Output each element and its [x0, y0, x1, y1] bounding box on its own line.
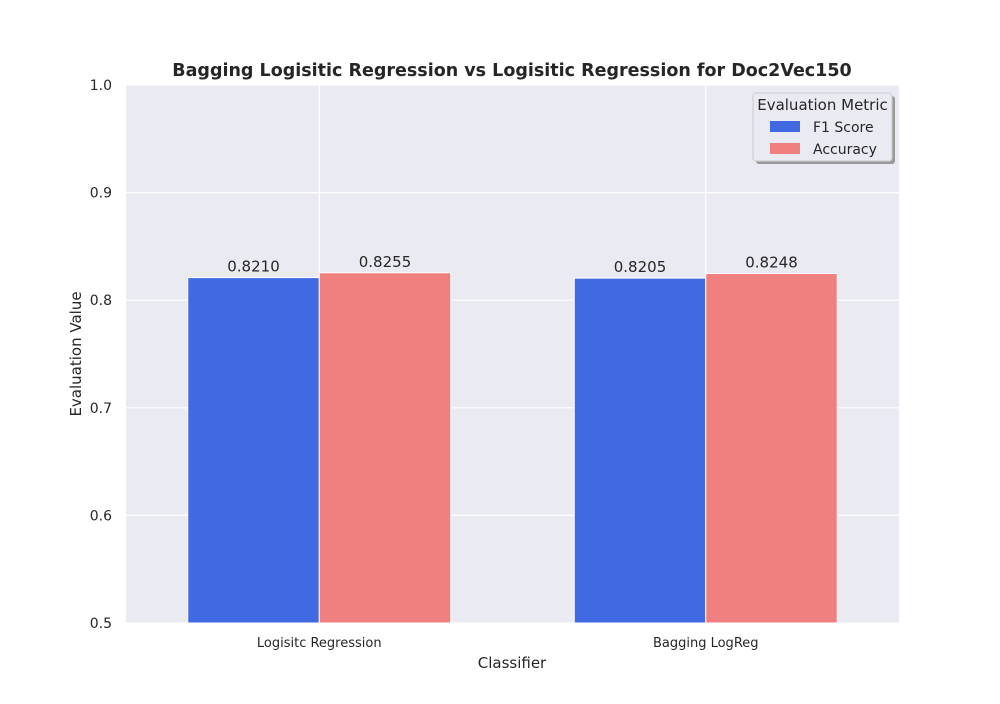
bar: [705, 273, 838, 624]
y-tick-label: 0.5: [90, 616, 112, 632]
y-tick-label: 0.6: [90, 508, 112, 524]
data-label: 0.8210: [227, 258, 280, 276]
y-axis-label: Evaluation Value: [67, 291, 85, 416]
legend-swatch: [770, 143, 800, 154]
x-tick-label: Bagging LogReg: [653, 636, 759, 651]
legend-swatch: [770, 121, 800, 132]
y-tick-label: 0.9: [90, 186, 112, 202]
y-tick-label: 0.8: [90, 293, 112, 309]
y-tick-label: 1.0: [90, 78, 112, 94]
legend-title: Evaluation Metric: [757, 96, 888, 114]
x-tick-label: Logisitc Regression: [257, 636, 382, 651]
bar: [573, 277, 707, 624]
legend: Evaluation Metric F1 Score Accuracy: [752, 92, 895, 164]
data-label: 0.8248: [745, 254, 798, 272]
y-tick-label: 0.7: [90, 401, 112, 417]
data-label: 0.8205: [614, 258, 667, 276]
legend-label: Accuracy: [813, 142, 877, 158]
data-label: 0.8255: [359, 253, 412, 271]
legend-label: F1 Score: [813, 120, 874, 136]
chart-title: Bagging Logisitic Regression vs Logisiti…: [172, 61, 851, 81]
x-axis-label: Classifier: [478, 654, 547, 672]
bar: [187, 277, 320, 624]
bar: [318, 272, 452, 624]
